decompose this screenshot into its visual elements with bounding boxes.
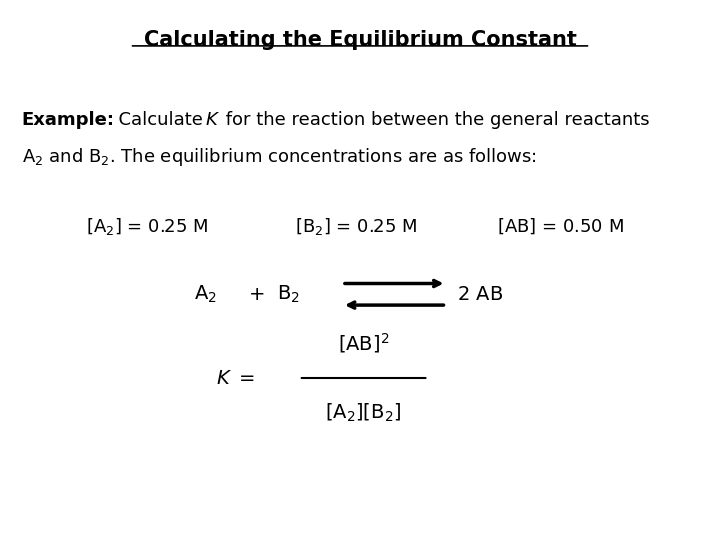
Text: $\mathrm{[AB]^2}$: $\mathrm{[AB]^2}$ bbox=[338, 331, 390, 355]
Text: $\mathregular{A_2}$: $\mathregular{A_2}$ bbox=[194, 284, 217, 305]
Text: $[\mathregular{B_2}]$ = 0.25 M: $[\mathregular{B_2}]$ = 0.25 M bbox=[295, 216, 418, 237]
Text: $\mathrm{[AB]}$ = 0.50 M: $\mathrm{[AB]}$ = 0.50 M bbox=[497, 216, 624, 235]
Text: $\mathregular{B_2}$: $\mathregular{B_2}$ bbox=[277, 284, 300, 305]
Text: $2\ \mathrm{AB}$: $2\ \mathrm{AB}$ bbox=[457, 285, 503, 304]
Text: $+$: $+$ bbox=[248, 285, 265, 304]
Text: for the reaction between the general reactants: for the reaction between the general rea… bbox=[220, 111, 649, 129]
Text: $\mathregular{A_2}$ and $\mathregular{B_2}$. The equilibrium concentrations are : $\mathregular{A_2}$ and $\mathregular{B_… bbox=[22, 146, 536, 168]
Text: Example:: Example: bbox=[22, 111, 114, 129]
Text: $\mathrm{[A_2][B_2]}$: $\mathrm{[A_2][B_2]}$ bbox=[325, 402, 402, 424]
Text: Calculate: Calculate bbox=[107, 111, 208, 129]
Text: Calculating the Equilibrium Constant: Calculating the Equilibrium Constant bbox=[143, 30, 577, 50]
Text: K: K bbox=[205, 111, 217, 129]
Text: $K\ =$: $K\ =$ bbox=[216, 368, 256, 388]
Text: $[\mathregular{A_2}]$ = 0.25 M: $[\mathregular{A_2}]$ = 0.25 M bbox=[86, 216, 209, 237]
